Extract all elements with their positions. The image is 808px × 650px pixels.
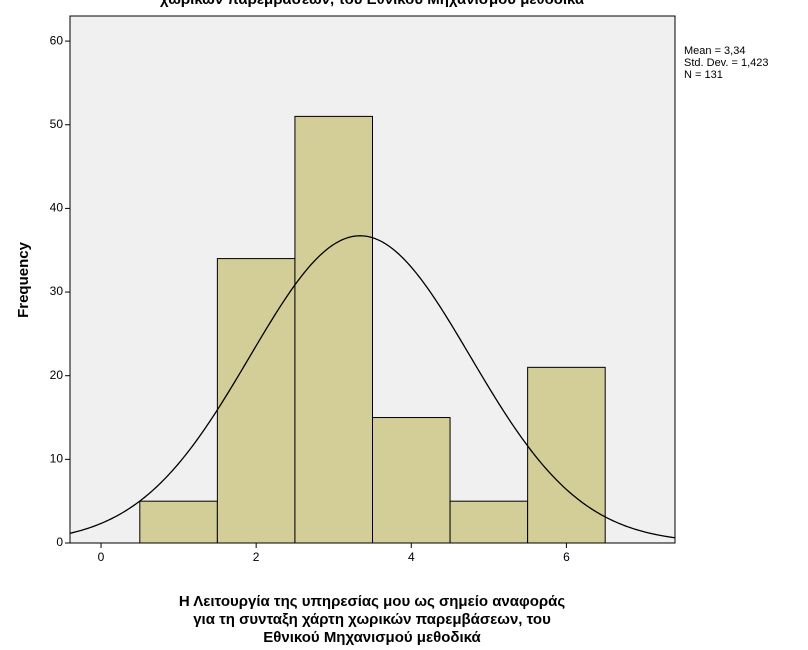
bar: [449, 500, 529, 544]
bar: [139, 500, 218, 544]
x-tick-label: 2: [253, 550, 260, 564]
bar: [216, 258, 296, 544]
x-axis-label: Εθνικού Μηχανισμού μεθοδικά: [263, 629, 481, 646]
chart-title: χωρικών παρεμβάσεων, του Εθνικού Μηχανισ…: [160, 0, 585, 8]
y-tick-label: 40: [50, 201, 64, 215]
y-tick-label: 30: [50, 284, 64, 298]
stats-label: Std. Dev. = 1,423: [684, 57, 769, 69]
bar: [372, 417, 451, 544]
bar: [294, 115, 373, 544]
y-tick-label: 60: [50, 33, 64, 47]
x-axis-label: Η Λειτουργία της υπηρεσίας μου ως σημείο…: [179, 593, 566, 610]
stats-label: N = 131: [684, 69, 723, 81]
y-tick-label: 20: [50, 368, 64, 382]
y-tick-label: 0: [56, 535, 63, 549]
stats-label: Mean = 3,34: [684, 45, 745, 57]
x-tick-label: 0: [98, 550, 105, 564]
x-axis-label: για τη συνταξη χάρτη χωρικών παρεμβάσεων…: [193, 611, 551, 628]
x-tick-label: 6: [563, 550, 570, 564]
normal-curve: [69, 235, 676, 539]
x-tick-label: 4: [408, 550, 415, 564]
y-tick-label: 50: [50, 117, 64, 131]
bar: [527, 366, 606, 544]
y-axis-label: Frequency: [15, 241, 32, 318]
y-tick-label: 10: [50, 452, 64, 466]
